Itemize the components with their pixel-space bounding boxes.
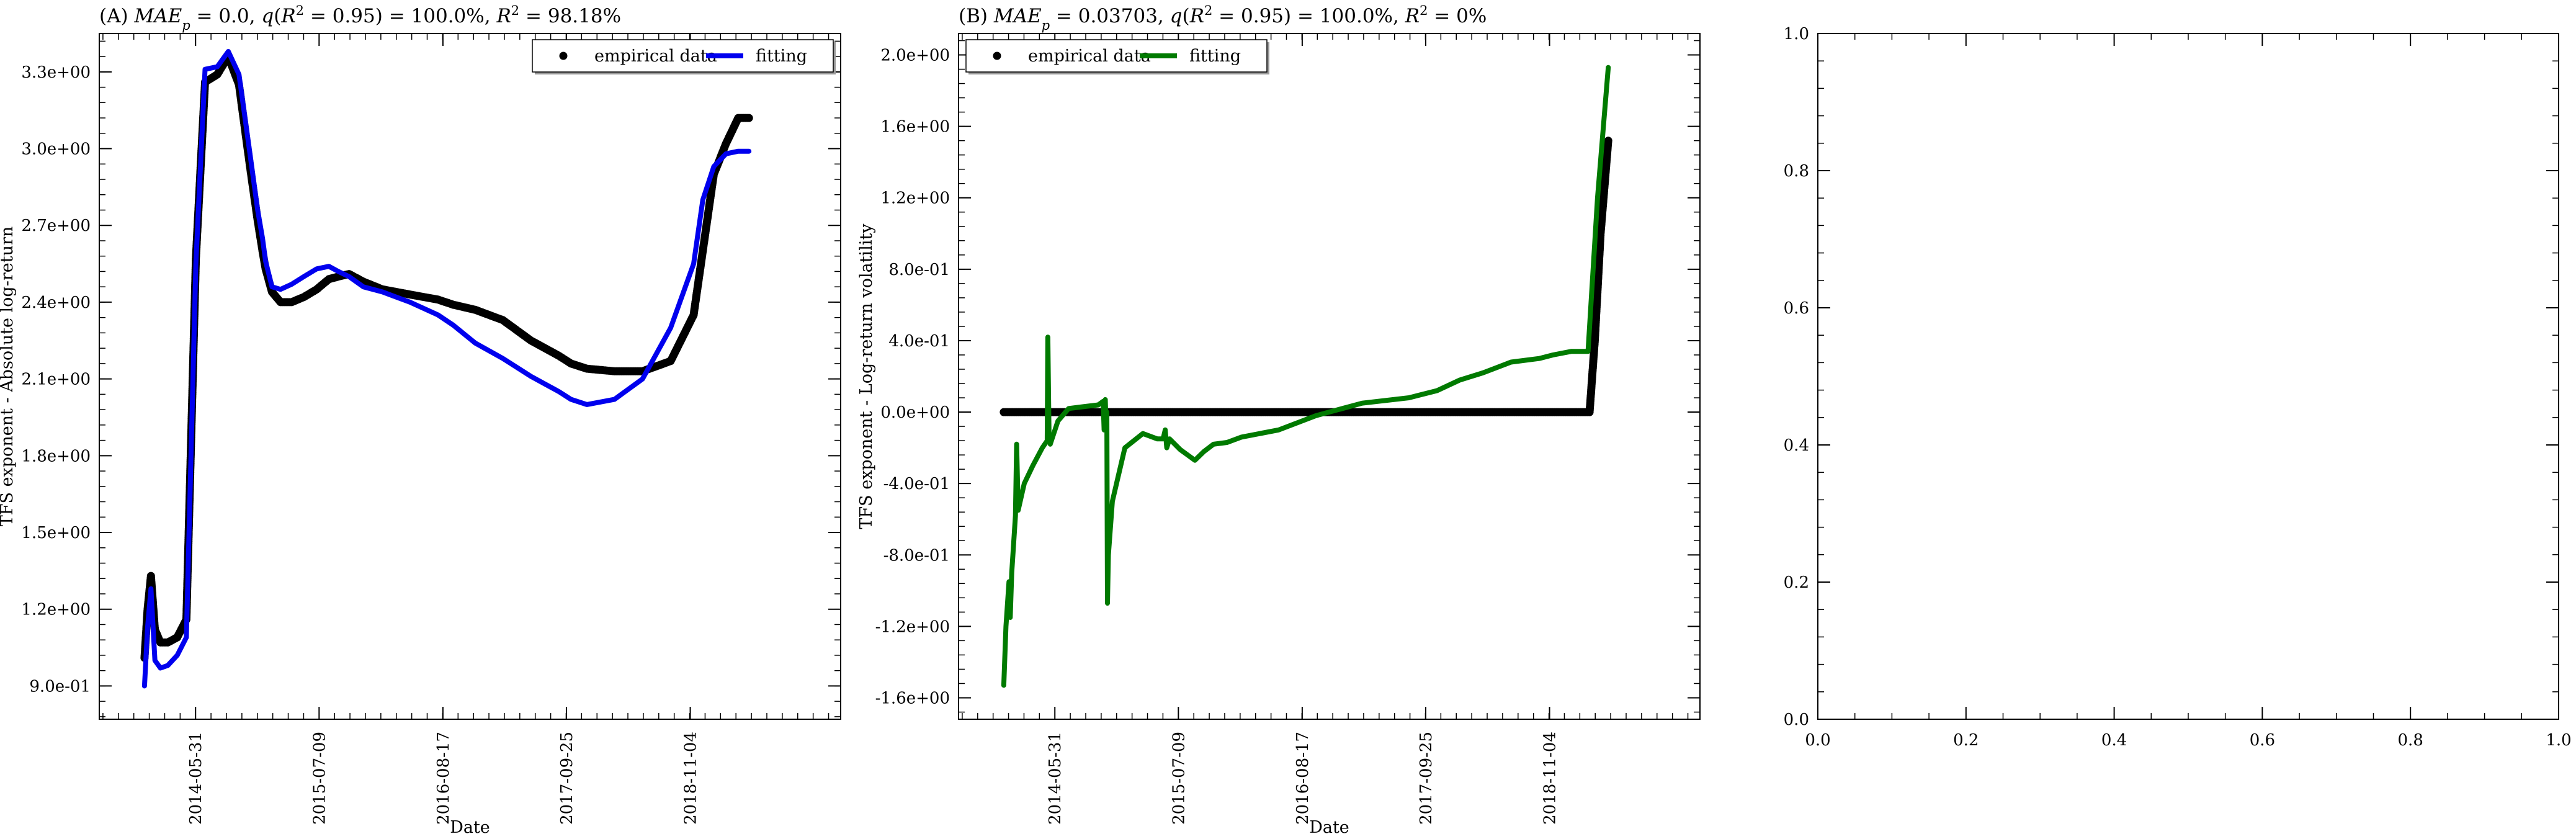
y-tick-label: 4.0e-01 xyxy=(888,332,950,351)
x-tick-label: 2015-07-09 xyxy=(1169,732,1188,825)
legend: empirical data fitting xyxy=(532,39,836,74)
chart-panel-3: 0.0 0.2 0.4 0.6 0.8 1.0 0.0 0.2 0.4 0.6 0.8 1.0 xyxy=(1784,25,2572,750)
x-tick-label: 2016-08-17 xyxy=(1294,732,1312,825)
x-tick-label: 1.0 xyxy=(2546,731,2571,750)
y-tick-label: 0.4 xyxy=(1784,436,1809,455)
y-tick-label: 3.0e+00 xyxy=(21,140,91,159)
series-empirical-data xyxy=(140,52,753,662)
y-tick-label: 0.0e+00 xyxy=(880,403,950,422)
y-tick-label: 2.1e+00 xyxy=(21,370,91,389)
series-empirical-data xyxy=(1000,137,1612,416)
y-tick-label: 0.2 xyxy=(1784,573,1809,592)
y-axis-label: TFS exponent - Absolute log-return xyxy=(0,227,17,527)
legend-dot-marker xyxy=(559,52,568,60)
x-tick-label: 2017-09-25 xyxy=(558,732,576,825)
y-tick-label: 0.6 xyxy=(1784,299,1809,318)
x-tick-label: 2015-07-09 xyxy=(310,732,329,825)
y-tick-label: -4.0e-01 xyxy=(883,475,950,493)
data-point xyxy=(1604,137,1612,145)
y-tick-label: 9.0e-01 xyxy=(29,677,91,696)
axes-frame xyxy=(1817,33,2559,720)
x-tick-label: 2018-11-04 xyxy=(1541,732,1560,825)
y-tick-label: 1.2e+00 xyxy=(21,601,91,619)
y-tick-label: -1.2e+00 xyxy=(875,617,950,636)
y-tick-label: 2.7e+00 xyxy=(21,217,91,235)
y-tick-label: 2.4e+00 xyxy=(21,294,91,312)
y-tick-label: -1.6e+00 xyxy=(875,689,950,707)
legend-box xyxy=(532,39,834,73)
legend-box xyxy=(965,39,1268,73)
y-tick-label: 2.0e+00 xyxy=(880,47,950,65)
legend-label: empirical data xyxy=(1028,47,1151,66)
series-fitting xyxy=(141,48,752,689)
y-tick-label: 1.5e+00 xyxy=(21,524,91,542)
axes-frame xyxy=(958,33,1701,720)
series-fitting xyxy=(1001,65,1611,688)
y-tick-label: 1.0 xyxy=(1784,25,1809,43)
chart-panel-2: (B) MAEp = 0.03703, q(R2 = 0.95) = 100.0… xyxy=(857,3,1701,837)
x-tick-label: 2017-09-25 xyxy=(1417,732,1436,825)
x-tick-label: 0.6 xyxy=(2250,731,2275,750)
x-tick-label: 0.4 xyxy=(2101,731,2127,750)
x-tick-label: 2014-05-31 xyxy=(187,732,205,825)
y-tick-label: 0.0 xyxy=(1784,711,1809,729)
chart-panel-1: (A) MAEp = 0.0, q(R2 = 0.95) = 100.0%, R… xyxy=(0,3,841,837)
fitting-line xyxy=(1001,65,1611,688)
data-point xyxy=(745,114,753,122)
axes-frame xyxy=(99,33,841,720)
x-tick-label: 2016-08-17 xyxy=(434,732,453,825)
x-tick-label: 0.0 xyxy=(1805,731,1830,750)
y-tick-label: -8.0e-01 xyxy=(883,546,950,565)
x-tick-label: 0.8 xyxy=(2398,731,2423,750)
legend: empirical data fitting xyxy=(965,39,1269,74)
y-tick-label: 3.3e+00 xyxy=(21,63,91,82)
x-axis-label: Date xyxy=(1309,818,1349,837)
x-tick-label: 0.2 xyxy=(1953,731,1979,750)
y-tick-label: 1.6e+00 xyxy=(880,118,950,137)
y-tick-label: 0.8 xyxy=(1784,162,1809,181)
y-tick-label: 8.0e-01 xyxy=(888,261,950,279)
chart-title: (A) MAEp = 0.0, q(R2 = 0.95) = 100.0%, R… xyxy=(99,3,621,33)
chart-title: (B) MAEp = 0.03703, q(R2 = 0.95) = 100.0… xyxy=(959,3,1487,33)
x-tick-label: 2014-05-31 xyxy=(1046,732,1065,825)
y-tick-label: 1.8e+00 xyxy=(21,447,91,465)
y-tick-label: 1.2e+00 xyxy=(880,189,950,208)
y-axis-label: TFS exponent - Log-return volatility xyxy=(857,223,876,529)
legend-dot-marker xyxy=(993,52,1001,60)
x-axis-label: Date xyxy=(450,818,490,837)
legend-label: fitting xyxy=(756,47,807,66)
x-tick-label: 2018-11-04 xyxy=(682,732,700,825)
legend-label: empirical data xyxy=(594,47,717,66)
fitting-line xyxy=(141,48,752,689)
legend-label: fitting xyxy=(1189,47,1241,66)
